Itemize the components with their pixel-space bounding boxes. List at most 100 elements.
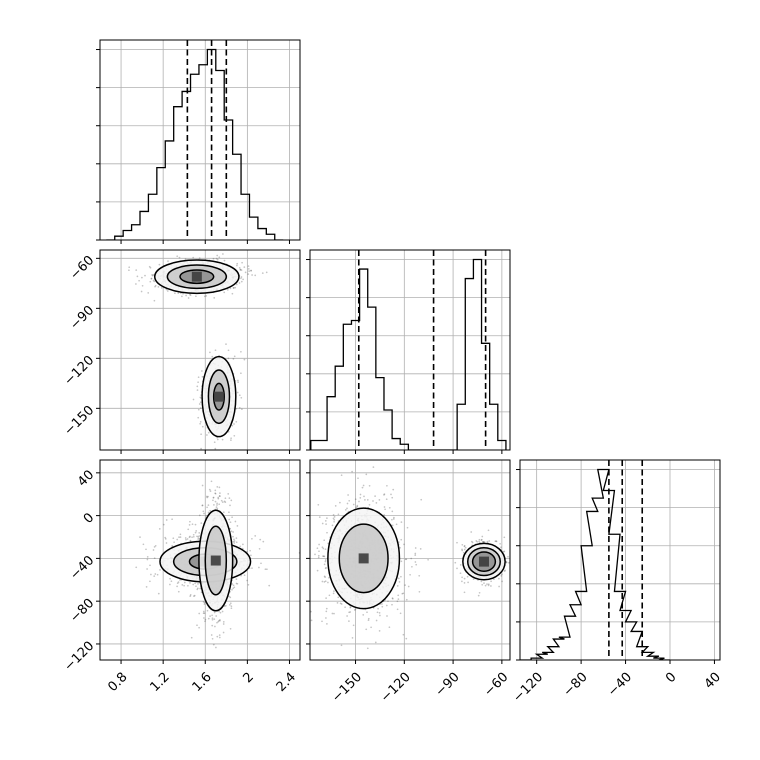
y-tick-label: −60 (67, 253, 97, 283)
scatter-point (138, 279, 140, 282)
scatter-point (193, 595, 195, 597)
scatter-point (379, 614, 381, 617)
scatter-point (358, 500, 360, 503)
scatter-point (174, 292, 176, 295)
scatter-point (234, 520, 237, 523)
scatter-point (210, 663, 212, 665)
x-tick-label: 2 (240, 670, 256, 686)
scatter-point (204, 618, 207, 621)
scatter-point (490, 585, 492, 587)
scatter-point (251, 567, 253, 569)
scatter-point (152, 279, 155, 282)
histogram-bin (559, 637, 570, 660)
scatter-point (200, 407, 202, 409)
panel-row2-col2: −120 −80 −40 0 40 (510, 459, 724, 706)
scatter-point (383, 506, 386, 508)
y-tick-label: −120 (61, 353, 97, 389)
scatter-point (231, 588, 233, 591)
scatter-point (349, 606, 352, 609)
scatter-point (321, 580, 324, 583)
scatter-point (192, 583, 195, 586)
scatter-point (359, 497, 362, 499)
scatter-point (218, 636, 221, 639)
scatter-point (377, 607, 379, 610)
scatter-point (182, 292, 184, 295)
panel-row2-col0: 0.8 1.2 1.6 2 2.4 40 0 −40 −80 −120 (61, 459, 301, 695)
scatter-point (230, 530, 233, 533)
scatter-point (332, 592, 335, 595)
scatter-point (222, 623, 225, 625)
scatter-point (258, 547, 261, 550)
scatter-point (151, 274, 153, 276)
scatter-point (325, 610, 328, 613)
scatter-point (225, 604, 227, 607)
scatter-point (197, 408, 200, 411)
scatter-point (348, 611, 350, 614)
scatter-point (212, 643, 215, 646)
scatter-point (230, 499, 233, 502)
scatter-point (470, 531, 473, 533)
scatter-point (144, 274, 146, 277)
scatter-point (324, 576, 326, 578)
scatter-point (486, 540, 489, 543)
scatter-point (463, 548, 466, 551)
scatter-point (235, 537, 238, 539)
scatter-point (221, 438, 224, 441)
histogram-bin (376, 378, 384, 450)
histogram-bin (191, 74, 199, 240)
histogram-bin (360, 269, 368, 450)
scatter-point (171, 518, 173, 521)
scatter-point (199, 401, 202, 404)
scatter-point (391, 496, 394, 499)
scatter-point (146, 556, 149, 558)
scatter-point (206, 506, 208, 509)
scatter-point (196, 588, 199, 591)
scatter-point (378, 630, 381, 632)
scatter-point (176, 255, 179, 258)
scatter-point (317, 554, 320, 557)
scatter-point (212, 257, 215, 260)
scatter-point (374, 641, 377, 644)
scatter-point (409, 573, 411, 576)
scatter-point (198, 612, 201, 615)
scatter-point (165, 542, 168, 544)
scatter-point (198, 537, 201, 540)
scatter-point (184, 258, 187, 260)
scatter-point (195, 585, 197, 588)
panel-frame (99, 459, 301, 661)
scatter-point (177, 292, 180, 294)
scatter-point (463, 577, 466, 580)
scatter-point (260, 562, 262, 565)
scatter-point (494, 540, 497, 543)
scatter-point (498, 577, 500, 580)
scatter-point (420, 498, 423, 501)
scatter-point (414, 552, 417, 555)
histogram-bin (174, 107, 182, 240)
scatter-point (250, 269, 252, 272)
scatter-point (363, 495, 365, 498)
scatter-point (461, 543, 464, 546)
scatter-point (399, 546, 401, 549)
scatter-point (346, 615, 348, 617)
scatter-point (235, 283, 238, 286)
scatter-point (189, 535, 191, 538)
scatter-point (348, 620, 350, 622)
scatter-point (183, 581, 186, 584)
scatter-point (318, 516, 321, 518)
scatter-point (154, 573, 157, 575)
scatter-point (156, 573, 159, 576)
scatter-point (461, 548, 463, 551)
scatter-point (149, 580, 151, 583)
scatter-point (463, 591, 466, 594)
scatter-point (222, 253, 224, 255)
scatter-point (150, 277, 153, 280)
scatter-point (463, 545, 466, 547)
scatter-point (233, 423, 235, 425)
scatter-point (418, 590, 421, 593)
scatter-point (372, 466, 375, 468)
scatter-point (128, 266, 131, 269)
scatter-point (202, 601, 205, 603)
scatter-point (482, 540, 485, 543)
scatter-point (218, 495, 221, 497)
scatter-point (501, 573, 503, 576)
